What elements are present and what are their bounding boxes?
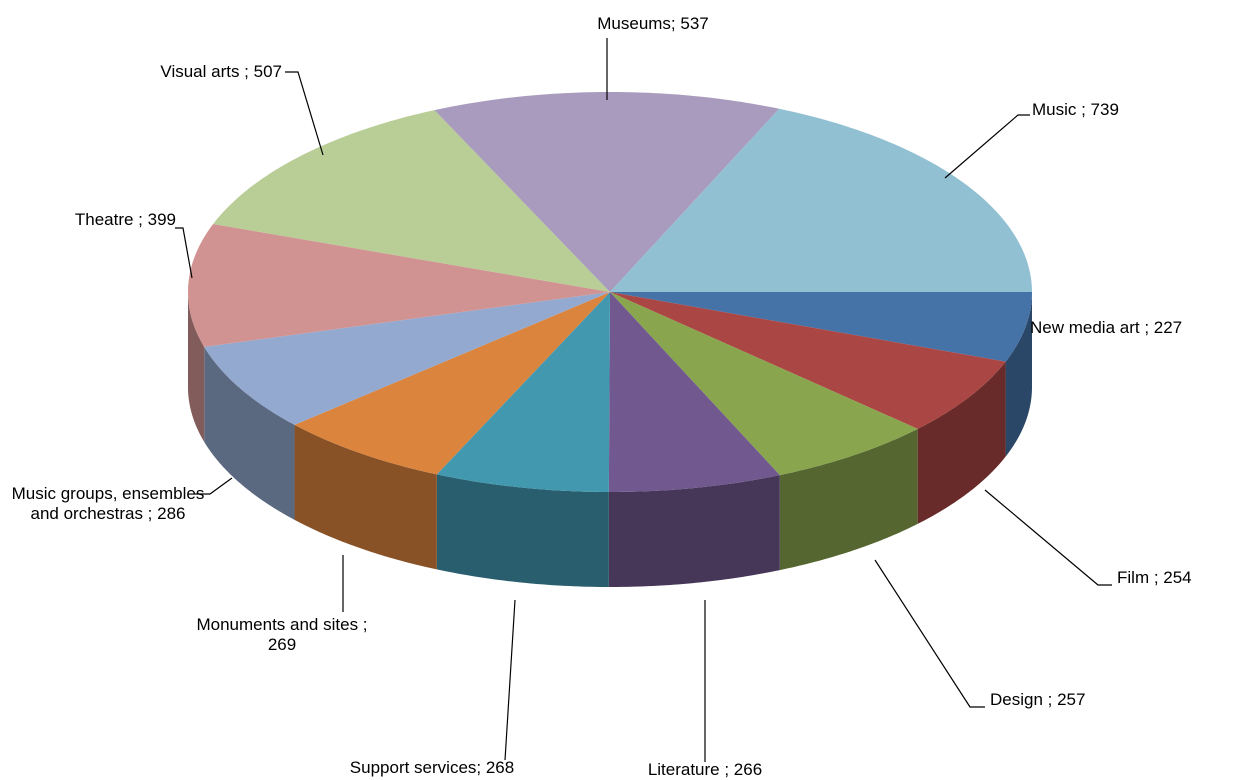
slice (434, 92, 780, 293)
data-label: Design ; 257 (990, 690, 1086, 709)
slice-side (294, 424, 437, 570)
data-label: Visual arts ; 507 (160, 62, 282, 81)
slice (610, 292, 1006, 429)
slice-side (436, 474, 609, 587)
slice-side (204, 346, 295, 520)
data-label: Support services; 268 (349, 758, 515, 777)
leader-line (944, 114, 1030, 179)
leader-line (195, 477, 233, 495)
leader-line (504, 599, 516, 761)
data-label: Monuments and sites ; 269 (196, 615, 368, 654)
data-label: Film ; 254 (1117, 568, 1192, 587)
data-label: Music groups, ensembles and orchestras ;… (11, 484, 205, 523)
slice (188, 223, 610, 347)
leader-line (285, 71, 324, 156)
leader-line (175, 227, 193, 279)
slice (436, 292, 610, 492)
slice-side (608, 475, 780, 587)
slice-side (1005, 292, 1032, 457)
data-label: Theatre ; 399 (74, 210, 176, 229)
slice (610, 292, 1032, 362)
data-label: Music ; 739 (1032, 100, 1119, 119)
slice-side (188, 292, 205, 442)
slice (610, 108, 1032, 292)
data-label: Literature ; 266 (647, 760, 763, 779)
slice-side (779, 428, 918, 571)
slice (610, 292, 918, 476)
data-label: New media art ; 227 (1030, 318, 1183, 337)
slice (204, 292, 610, 425)
leader-line (874, 559, 985, 708)
slice (608, 292, 780, 492)
leader-line (984, 489, 1112, 586)
slice (294, 292, 610, 475)
slice (213, 110, 611, 292)
slice-side (917, 361, 1006, 524)
data-label: Museums; 537 (597, 14, 709, 33)
